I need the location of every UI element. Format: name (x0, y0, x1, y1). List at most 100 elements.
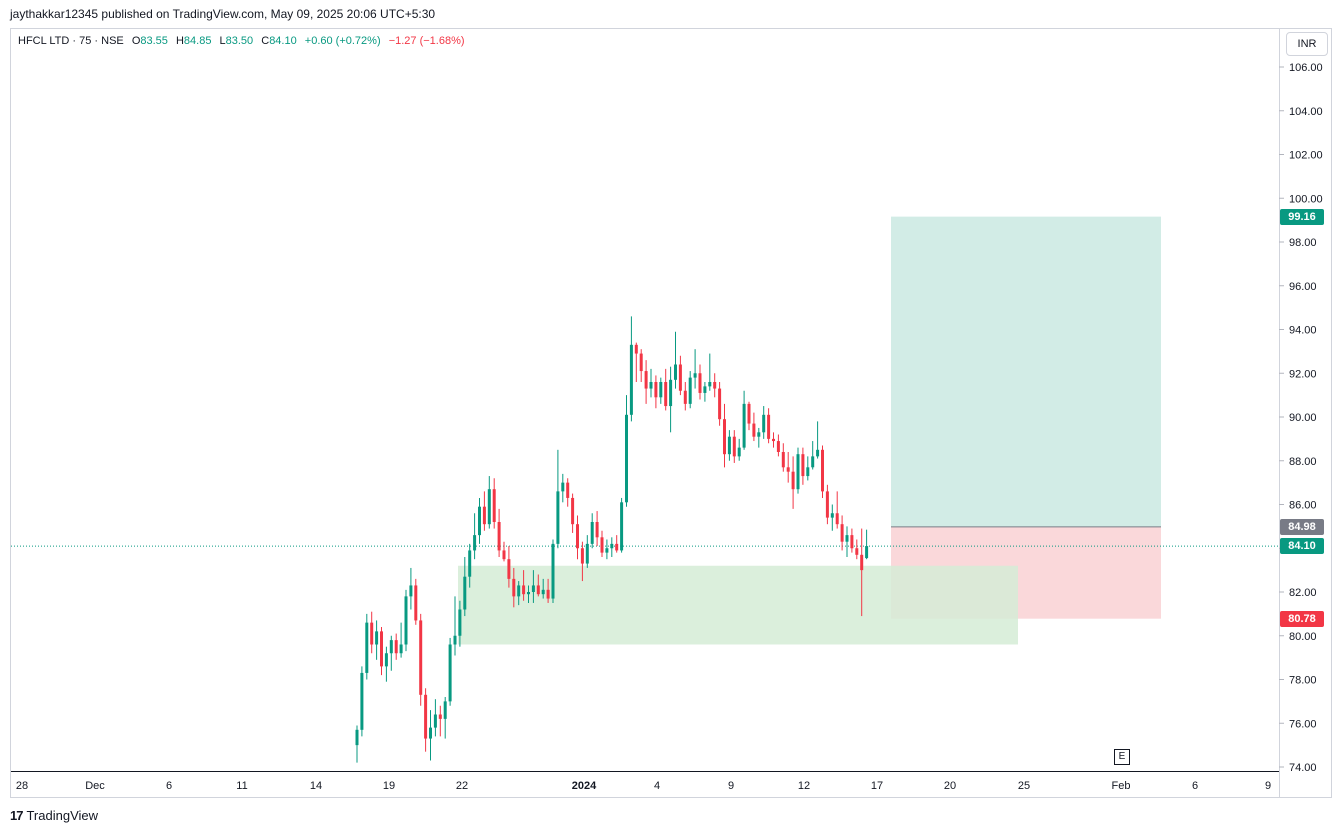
candle-body (487, 489, 491, 525)
y-tick-label: 94.00 (1289, 325, 1317, 337)
candle-body (718, 388, 722, 420)
candle-body (527, 592, 530, 595)
candle-body (659, 382, 663, 398)
candle-body (478, 506, 481, 536)
candle-body (531, 585, 535, 592)
candle-body (757, 432, 761, 437)
candle-body (566, 482, 570, 498)
candle-body (380, 631, 383, 667)
candle-body (404, 596, 408, 645)
y-tick-label: 78.00 (1289, 675, 1317, 687)
target-price-badge: 99.16 (1280, 208, 1324, 225)
candle-body (625, 414, 628, 503)
x-tick-label: 9 (1265, 780, 1271, 792)
x-tick-label: 20 (944, 780, 956, 792)
candle-body (590, 522, 594, 544)
close-label: C (261, 35, 270, 47)
candle-body (767, 414, 771, 439)
candle-body (458, 609, 462, 636)
y-tick-label: 104.00 (1289, 106, 1323, 118)
candle-body (840, 524, 844, 542)
candle-body (669, 379, 673, 407)
candle-body (512, 578, 516, 597)
candle-body (825, 491, 829, 518)
candle-body (698, 373, 702, 393)
publish-info: jaythakkar12345 published on TradingView… (10, 7, 436, 21)
open-value: 83.55 (140, 35, 168, 47)
y-tick-label: 92.00 (1289, 368, 1317, 380)
candle-body (830, 513, 834, 518)
candle-body (850, 535, 854, 549)
candle-body (536, 585, 540, 595)
candle-body (732, 436, 736, 457)
candle-body (556, 491, 560, 544)
candle-body (463, 576, 467, 610)
x-tick-label: 22 (456, 780, 468, 792)
candle-body (811, 456, 815, 468)
x-tick-label: Feb (1112, 780, 1131, 792)
target-zone (891, 216, 1161, 527)
candle-body (615, 543, 619, 551)
chart-area[interactable] (10, 28, 1332, 798)
y-tick-label: 86.00 (1289, 500, 1317, 512)
candle-body (678, 364, 682, 391)
x-tick-label: 12 (798, 780, 810, 792)
stop-price-badge: 80.78 (1280, 610, 1324, 627)
candle-body (737, 447, 741, 457)
candle-body (394, 640, 398, 654)
candle-body (708, 382, 712, 387)
candle-body (752, 423, 756, 437)
low-value: 83.50 (225, 35, 254, 47)
candle-body (776, 441, 780, 452)
y-tick-label: 90.00 (1289, 412, 1317, 424)
candle-body (360, 672, 364, 730)
y-tick-label: 82.00 (1289, 587, 1317, 599)
x-tick-label: 28 (16, 780, 28, 792)
ohlc-legend: HFCL LTD · 75 · NSE O83.55 H84.85 L83.50… (18, 35, 465, 47)
candle-body (409, 585, 413, 597)
candle-body (713, 382, 717, 389)
candle-body (747, 403, 751, 424)
candle-body (546, 589, 550, 599)
footer-brand[interactable]: 17 TradingView (10, 808, 98, 823)
candle-body (644, 371, 648, 389)
currency-button[interactable]: INR (1286, 32, 1328, 56)
candle-body (649, 382, 653, 389)
candle-body (561, 482, 565, 492)
candle-body (507, 559, 511, 579)
candle-body (801, 454, 805, 477)
candle-body (629, 344, 633, 415)
candle-body (865, 546, 869, 559)
candle-body (674, 364, 677, 380)
candle-body (654, 382, 658, 398)
candle-body (860, 554, 864, 571)
x-tick-label: Dec (85, 780, 105, 792)
x-tick-label: 2024 (572, 780, 597, 792)
candle-body (355, 729, 359, 746)
candle-body (482, 506, 486, 525)
x-tick-label: 25 (1018, 780, 1030, 792)
candle-body (389, 640, 393, 654)
candle-body (424, 694, 428, 739)
change-value: +0.60 (+0.72%) (304, 35, 381, 47)
y-tick-label: 76.00 (1289, 718, 1317, 730)
candle-body (541, 589, 545, 595)
y-tick-label: 102.00 (1289, 150, 1323, 162)
change-value-secondary: −1.27 (−1.68%) (388, 35, 465, 47)
candle-body (855, 548, 859, 555)
candle-body (835, 513, 839, 525)
candle-body (791, 471, 795, 490)
candle-body (845, 535, 849, 542)
candle-body (620, 502, 624, 551)
candle-body (580, 548, 584, 564)
candle-body (600, 537, 604, 553)
high-value: 84.85 (183, 35, 212, 47)
candle-body (399, 644, 403, 654)
candle-body (585, 543, 589, 564)
candle-body (786, 467, 790, 472)
x-tick-label: 6 (1192, 780, 1198, 792)
earnings-event-marker[interactable]: E (1114, 749, 1130, 765)
candle-body (634, 344, 638, 354)
candle-body (688, 377, 692, 404)
